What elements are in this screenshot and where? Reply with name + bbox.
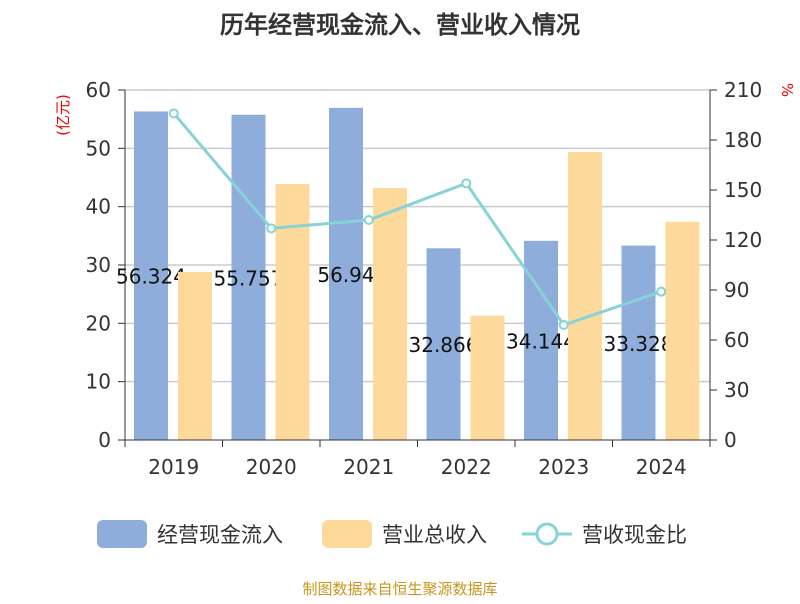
line-point-ratio[interactable] [461,178,472,189]
bar-revenue[interactable] [178,272,212,440]
legend-label-revenue[interactable]: 营业总收入 [382,523,487,547]
bar-data-label: 32.866 [409,333,479,357]
right-tick-label: 180 [724,128,762,152]
legend-swatch-cash-inflow[interactable] [97,520,147,548]
legend-label-cash-inflow[interactable]: 经营现金流入 [157,523,283,547]
left-axis-unit: (亿元) [54,94,72,136]
left-tick-label: 30 [86,253,111,277]
bar-revenue[interactable] [373,188,407,440]
line-point-ratio[interactable] [558,320,569,330]
right-axis-unit: % [778,83,796,97]
x-tick-label: 2021 [343,455,394,479]
left-tick-label: 0 [98,428,111,452]
bar-data-label: 56.94 [317,263,374,287]
bar-revenue[interactable] [665,221,700,440]
right-tick-label: 0 [724,428,737,452]
bar-data-label: 33.328 [604,332,674,356]
left-tick-label: 60 [86,78,111,102]
right-tick-label: 210 [724,78,762,102]
line-ratio [172,112,662,327]
bar-revenue[interactable] [275,183,310,440]
bar-cash-inflow[interactable] [329,107,363,440]
line-point-ratio[interactable] [656,286,667,297]
bar-cash-inflow[interactable] [621,245,656,440]
left-tick-label: 50 [86,136,111,160]
right-tick-label: 120 [724,228,762,252]
legend: 经营现金流入 营业总收入 营收现金比 [97,520,687,548]
right-tick-label: 90 [724,278,749,302]
legend-label-ratio[interactable]: 营收现金比 [582,523,687,547]
left-tick-label: 20 [86,311,111,335]
line-point-ratio[interactable] [168,108,179,119]
left-tick-label: 40 [86,195,111,219]
line-point-ratio[interactable] [266,223,277,234]
bar-cash-inflow[interactable] [426,248,461,440]
x-tick-label: 2023 [538,455,589,479]
x-tick-label: 2022 [441,455,492,479]
bar-revenue[interactable] [568,151,602,441]
line-point-ratio[interactable] [363,215,374,225]
chart-title: 历年经营现金流入、营业收入情况 [220,11,580,39]
right-tick-label: 60 [724,328,749,352]
left-tick-label: 10 [86,370,111,394]
footer-source: 制图数据来自恒生聚源数据库 [302,580,497,598]
bar-cash-inflow[interactable] [134,111,168,441]
bar-cash-inflow[interactable] [231,114,266,441]
bar-data-label: 55.757 [214,266,284,290]
x-tick-label: 2024 [636,455,687,479]
x-tick-label: 2020 [246,455,297,479]
bar-revenue[interactable] [470,315,505,440]
right-tick-label: 30 [724,378,749,402]
bar-data-label: 34.144 [506,329,576,353]
bar-data-label: 56.324 [116,265,186,289]
legend-marker-ratio [535,522,559,546]
x-tick-label: 2019 [148,455,199,479]
legend-swatch-revenue[interactable] [322,520,372,548]
right-tick-label: 150 [724,178,762,202]
